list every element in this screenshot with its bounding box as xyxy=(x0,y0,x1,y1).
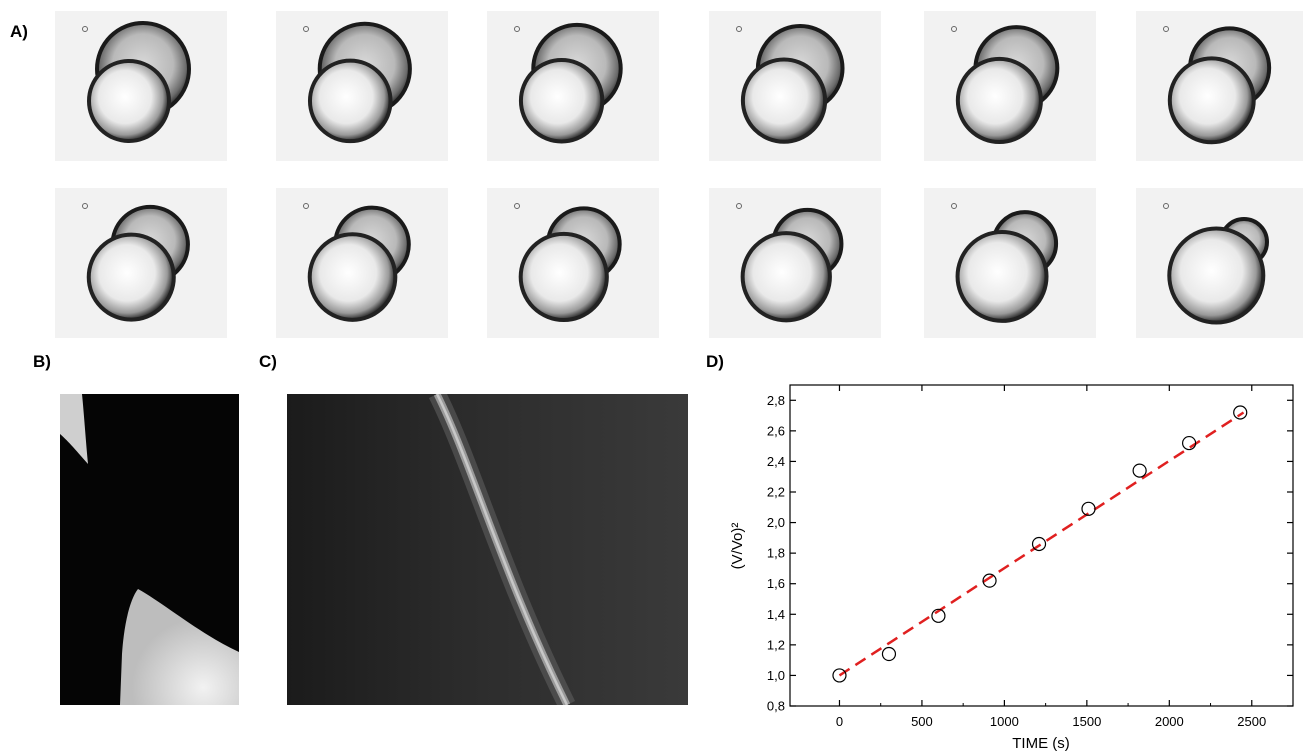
y-tick-label: 1,6 xyxy=(767,576,785,591)
y-tick-label: 2,2 xyxy=(767,485,785,500)
droplet-frame-10 xyxy=(709,188,881,338)
data-point xyxy=(1233,405,1248,420)
axis-ticks: 0 500 1000 1500 2000 2500 0,8 1,0 1,2 1,4 1,6 1,8 2,… xyxy=(767,385,1293,729)
droplet-frame-2 xyxy=(276,11,448,161)
large-droplet xyxy=(518,58,605,144)
data-point xyxy=(1182,435,1197,451)
large-droplet xyxy=(1167,226,1266,325)
large-droplet xyxy=(87,59,171,143)
data-point xyxy=(1081,501,1096,516)
data-point xyxy=(1031,536,1047,552)
droplet-frame-9 xyxy=(487,188,659,338)
large-droplet xyxy=(740,57,828,144)
droplet-frame-4 xyxy=(709,11,881,161)
panel-label-c: C) xyxy=(259,352,277,371)
large-droplet xyxy=(518,231,609,323)
y-tick-label: 1,4 xyxy=(767,607,785,622)
y-axis-label: (V/Vo)² xyxy=(729,523,746,570)
panel-label-a: A) xyxy=(10,22,28,41)
droplet-frame-6 xyxy=(1136,11,1303,161)
interface-micrograph xyxy=(60,394,239,705)
x-tick-label: 500 xyxy=(911,714,933,729)
droplet-frame-5 xyxy=(924,11,1096,161)
data-point xyxy=(931,608,946,623)
droplet-frame-11 xyxy=(924,188,1096,338)
y-tick-label: 1,2 xyxy=(767,637,785,652)
x-tick-label: 1000 xyxy=(990,714,1019,729)
kymograph-image xyxy=(287,394,688,705)
data-points xyxy=(832,405,1248,683)
y-tick-label: 1,8 xyxy=(767,546,785,561)
large-droplet xyxy=(307,58,393,144)
y-tick-label: 2,0 xyxy=(767,515,785,530)
y-tick-label: 1,0 xyxy=(767,668,785,683)
y-tick-label: 2,8 xyxy=(767,393,785,408)
x-tick-label: 2500 xyxy=(1237,714,1266,729)
panel-label-b: B) xyxy=(33,352,51,371)
interface-micrograph-image xyxy=(60,394,239,705)
droplet-frame-12 xyxy=(1136,188,1303,338)
droplet-frame-8 xyxy=(276,188,448,338)
volume-ratio-chart: 0 500 1000 1500 2000 2500 0,8 1,0 1,2 1,4 1,6 1,8 2,… xyxy=(729,384,1294,751)
data-point xyxy=(1132,463,1147,478)
data-point xyxy=(832,668,847,683)
plot-frame xyxy=(789,384,1294,707)
x-tick-label: 1500 xyxy=(1072,714,1101,729)
y-tick-label: 2,4 xyxy=(767,454,785,469)
fit-line xyxy=(838,411,1245,677)
data-point xyxy=(982,573,997,588)
large-droplet xyxy=(955,229,1049,323)
x-tick-label: 0 xyxy=(836,714,843,729)
large-droplet xyxy=(86,232,176,322)
droplet-frame-3 xyxy=(487,11,659,161)
large-droplet xyxy=(307,232,398,322)
x-tick-label: 2000 xyxy=(1155,714,1184,729)
fit-line-path xyxy=(838,411,1245,677)
droplet-frame-7 xyxy=(55,188,227,338)
y-tick-label: 2,6 xyxy=(767,423,785,438)
kymograph-trace xyxy=(287,394,688,705)
large-droplet xyxy=(955,56,1043,145)
data-point xyxy=(881,646,897,662)
large-droplet xyxy=(740,231,832,323)
panel-label-d: D) xyxy=(706,352,724,371)
droplet-frame-1 xyxy=(55,11,227,161)
y-tick-label: 0,8 xyxy=(767,699,785,714)
x-axis-label: TIME (s) xyxy=(1012,735,1070,751)
large-droplet xyxy=(1167,56,1256,145)
